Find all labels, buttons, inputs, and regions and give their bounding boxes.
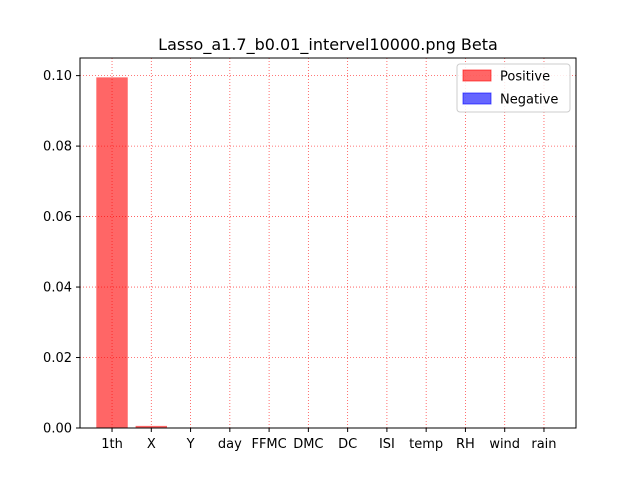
chart-title: Lasso_a1.7_b0.01_intervel10000.png Beta xyxy=(158,35,498,55)
x-tick-label: DC xyxy=(338,437,357,452)
y-tick-label: 0.02 xyxy=(43,351,72,366)
legend-label-negative: Negative xyxy=(500,93,558,108)
y-tick-label: 0.04 xyxy=(43,281,72,296)
y-tick-label: 0.00 xyxy=(43,422,72,437)
legend-swatch-negative xyxy=(462,92,492,105)
x-tick-label: Y xyxy=(186,437,195,452)
y-tick-label: 0.06 xyxy=(43,210,72,225)
x-tick-label: rain xyxy=(531,437,556,452)
x-tick-label: X xyxy=(147,437,156,452)
legend: Positive Negative xyxy=(456,63,571,113)
bar-positive xyxy=(96,77,128,428)
y-tick-label: 0.10 xyxy=(43,69,72,84)
y-tick-label: 0.08 xyxy=(43,140,72,155)
bar-positive xyxy=(135,425,168,428)
x-tick-label: ISI xyxy=(379,437,395,452)
x-tick-label: RH xyxy=(456,437,475,452)
x-tick-label: temp xyxy=(409,437,443,452)
x-tick-label: DMC xyxy=(293,437,323,452)
x-tick-label: FFMC xyxy=(251,437,286,452)
x-tick-label: wind xyxy=(489,437,520,452)
legend-label-positive: Positive xyxy=(500,70,550,85)
x-tick-label: day xyxy=(218,437,242,452)
legend-swatch-positive xyxy=(462,69,492,82)
x-tick-label: 1th xyxy=(101,437,123,452)
plot-frame xyxy=(79,57,577,429)
bars xyxy=(96,77,168,428)
